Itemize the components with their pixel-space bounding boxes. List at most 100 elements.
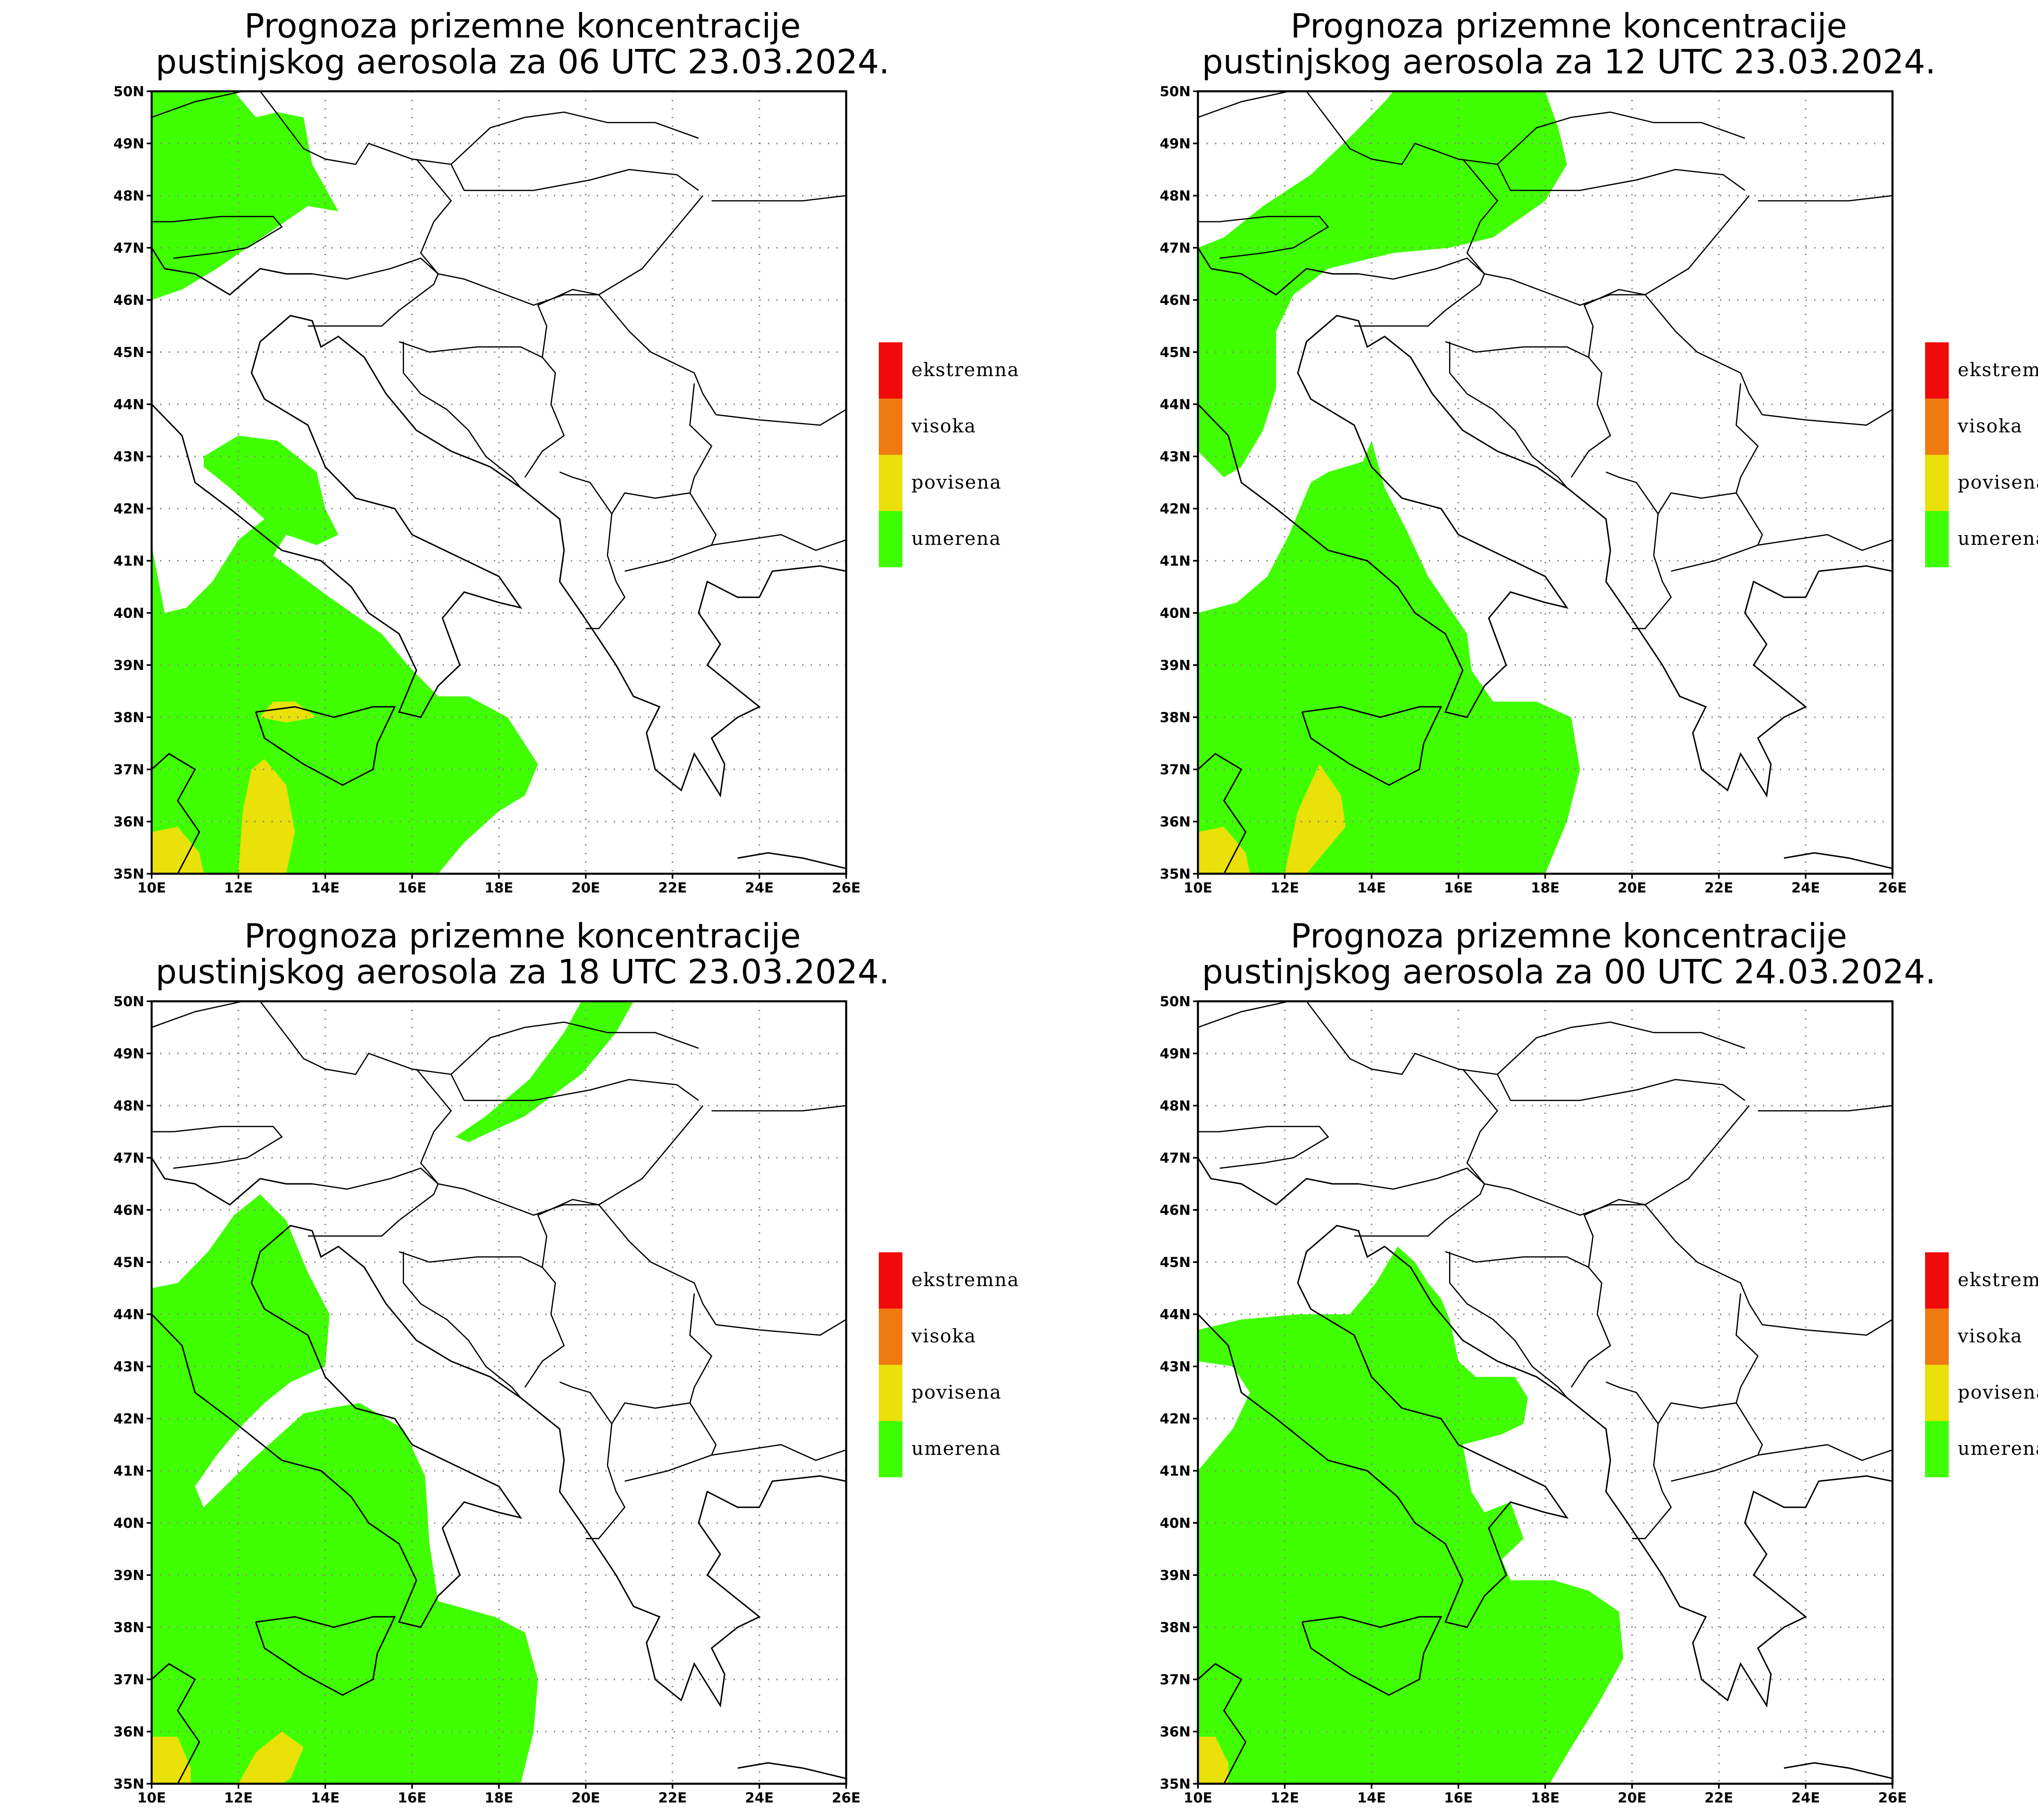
lat-tick-label: 45N [1160,344,1191,361]
country-border [308,273,439,327]
country-border [537,289,717,415]
country-border [464,169,699,191]
legend-swatch-umerena [879,511,902,567]
lat-tick-label: 47N [113,1150,144,1166]
forecast-panel-00utc: Prognoza prizemne koncentracije pustinjsk… [1046,910,2038,1820]
legend-swatch-povisena [879,455,902,511]
lat-tick-label: 49N [113,1046,144,1062]
panel-svg: Prognoza prizemne koncentracijepustinjsk… [113,917,1019,1806]
lat-tick-label: 39N [113,1567,144,1584]
legend-swatch-ekstremna [1925,1252,1949,1309]
dust-area-elevated [1198,1736,1229,1784]
legend-label-ekstremna: ekstremna [1958,359,2038,381]
country-border [308,1183,439,1237]
legend-label-visoka: visoka [911,415,976,437]
legend-swatch-umerena [1925,511,1949,567]
coastline [1301,1616,1442,1696]
country-border [524,1267,565,1388]
lat-tick-label: 42N [1160,1411,1191,1427]
coastline [1198,753,1247,874]
legend-label-povisena: povisena [911,1381,1002,1403]
lat-tick-label: 46N [1160,1202,1191,1218]
lon-tick-label: 26E [1878,880,1907,896]
country-border [716,1319,846,1336]
lat-tick-label: 50N [1160,84,1191,100]
country-border [1497,1021,1745,1075]
lat-tick-label: 40N [1160,605,1191,621]
country-border [152,216,283,259]
country-border [1445,1251,1589,1268]
coastline [1198,1225,1892,1708]
country-border [1198,216,1329,259]
lat-tick-label: 50N [1160,994,1191,1010]
lat-tick-label: 43N [1160,449,1191,465]
country-border [689,1402,717,1456]
country-border [1510,169,1745,191]
country-border [1354,1183,1485,1237]
country-border [403,342,521,488]
lat-tick-label: 47N [1160,240,1191,256]
coastline [1198,1157,1359,1206]
dust-area-elevated [1285,764,1346,874]
legend-swatch-povisena [879,1365,902,1421]
lon-tick-label: 14E [1357,880,1386,896]
lat-tick-label: 43N [113,1359,144,1375]
lat-tick-label: 40N [113,605,144,621]
lon-tick-label: 20E [571,1790,600,1806]
legend-label-umerena: umerena [911,1437,1001,1459]
legend-swatch-umerena [879,1421,902,1477]
panel-title-line1: Prognoza prizemne koncentracije [244,917,801,956]
country-border [586,555,626,629]
lat-tick-label: 49N [113,136,144,152]
lat-tick-label: 43N [113,449,144,465]
lat-tick-label: 36N [113,814,144,830]
country-border [1358,1105,1750,1216]
panel-title-line2: pustinjskog aerosola za 06 UTC 23.03.202… [156,43,890,82]
coastline [1198,1663,1247,1784]
coastline [1198,315,1892,798]
lat-tick-label: 41N [113,1463,144,1479]
lat-tick-label: 40N [1160,1515,1191,1531]
country-border [1570,1267,1611,1388]
country-border [1198,1126,1329,1169]
panel-title-line2: pustinjskog aerosola za 18 UTC 23.03.202… [156,953,890,992]
legend-swatch-povisena [1925,455,1949,511]
lon-tick-label: 24E [1791,880,1820,896]
coastline [255,1616,396,1696]
forecast-panel-06utc: Prognoza prizemne koncentracije pustinjsk… [0,0,1046,910]
lon-tick-label: 14E [311,880,340,896]
legend-swatch-visoka [1925,399,1949,455]
lat-tick-label: 44N [1160,397,1191,413]
dust-area-elevated [238,759,295,874]
coastline [1784,852,1892,869]
lat-tick-label: 48N [113,188,144,204]
country-border [1653,383,1759,556]
panel-svg: Prognoza prizemne koncentracijepustinjsk… [1160,917,2038,1806]
legend-label-umerena: umerena [911,527,1001,549]
country-border [1449,1252,1568,1398]
lat-tick-label: 38N [113,1619,144,1636]
lat-tick-label: 50N [113,84,144,100]
forecast-panel-12utc: Prognoza prizemne koncentracije pustinjsk… [1046,0,2038,910]
coastline [1301,706,1442,786]
country-border [1462,1069,1498,1184]
lat-tick-label: 46N [113,292,144,308]
country-border [1758,195,1892,202]
lat-tick-label: 46N [113,1202,144,1218]
lon-tick-label: 22E [1705,1790,1734,1806]
panel-title-line1: Prognoza prizemne koncentracije [1290,7,1847,46]
country-border [1606,1382,1659,1424]
country-border [1653,1293,1759,1466]
country-border [1736,492,1763,546]
coastline [152,315,846,798]
lon-tick-label: 12E [1270,880,1299,896]
country-border [607,1293,712,1466]
lat-tick-label: 37N [113,762,144,778]
legend-label-povisena: povisena [1958,471,2038,493]
country-border [312,1105,704,1216]
country-border [1758,1105,1892,1112]
lat-tick-label: 38N [1160,709,1191,726]
lat-tick-label: 49N [1160,136,1191,152]
country-border [1510,1079,1745,1101]
lat-tick-label: 35N [113,866,144,882]
